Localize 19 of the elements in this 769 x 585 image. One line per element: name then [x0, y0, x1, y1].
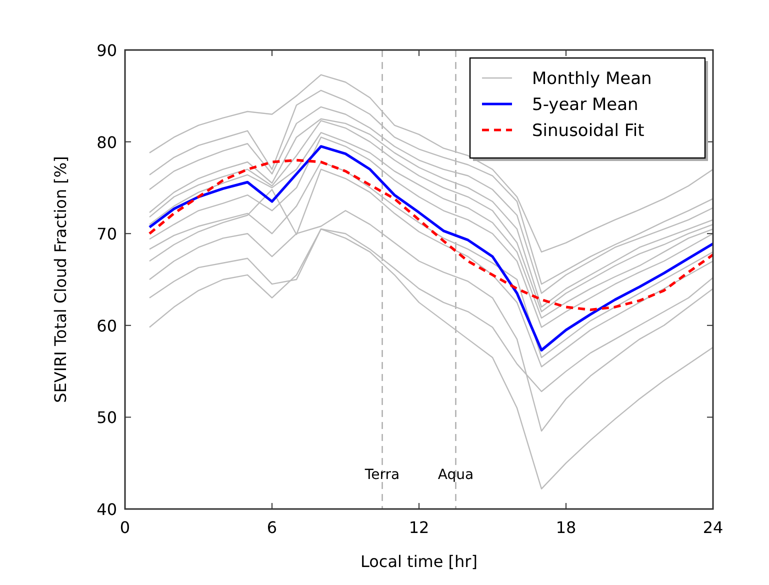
y-tick-label: 60 — [96, 316, 117, 336]
x-tick-label: 24 — [702, 518, 724, 537]
ref-line-label: Aqua — [438, 467, 474, 483]
legend-label: 5-year Mean — [532, 95, 638, 115]
y-axis-title: SEVIRI Total Cloud Fraction [%] — [51, 156, 70, 403]
y-tick-label: 80 — [96, 132, 117, 152]
ref-line-label: Terra — [364, 467, 400, 483]
y-tick-label: 90 — [96, 41, 117, 60]
y-tick-label: 50 — [96, 408, 117, 428]
line-series — [148, 158, 714, 312]
legend-label: Monthly Mean — [532, 69, 652, 89]
x-tick-label: 0 — [120, 518, 130, 537]
x-axis-title: Local time [hr] — [360, 552, 478, 571]
legend-label: Sinusoidal Fit — [532, 121, 645, 141]
y-tick-label: 70 — [96, 224, 117, 244]
x-tick-label: 6 — [266, 518, 278, 537]
x-tick-label: 18 — [556, 518, 576, 537]
y-tick-label: 40 — [96, 500, 117, 519]
x-tick-label: 12 — [408, 518, 430, 537]
